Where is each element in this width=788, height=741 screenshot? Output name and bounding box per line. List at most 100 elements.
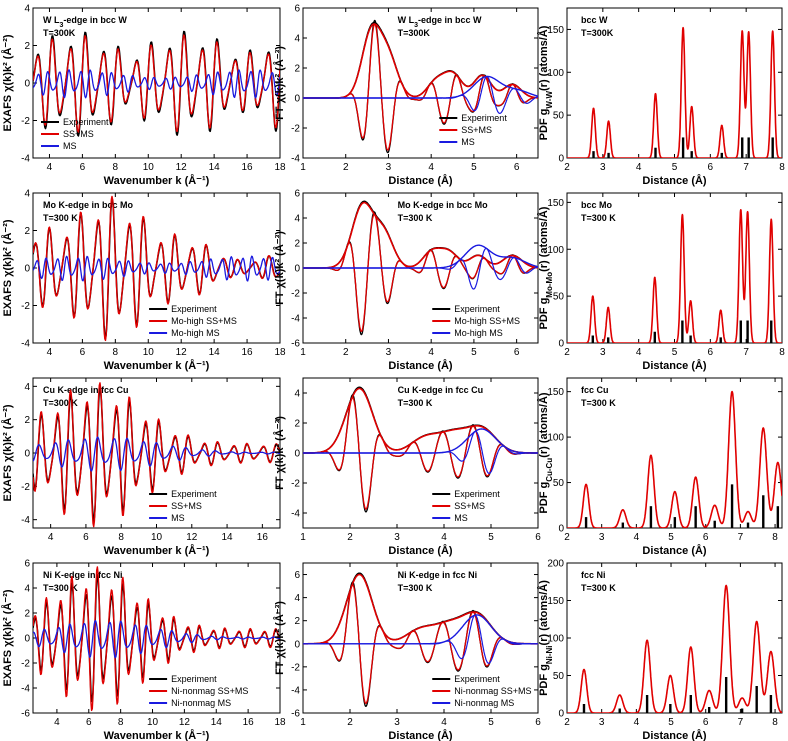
x-tick-label: 4 <box>636 162 642 173</box>
y-tick-label: 100 <box>547 634 564 645</box>
x-axis-label: Distance (Å) <box>642 174 707 187</box>
coordination-bar <box>776 506 780 528</box>
y-tick-label: -4 <box>21 684 30 695</box>
y-tick-label: -2 <box>21 482 30 493</box>
x-axis-label: Distance (Å) <box>642 544 707 557</box>
x-tick-label: 1 <box>300 162 306 173</box>
x-tick-label: 7 <box>738 717 744 728</box>
legend-label: SS+MS <box>63 129 94 139</box>
y-tick-label: 6 <box>294 189 300 200</box>
y-tick-label: -4 <box>291 509 300 520</box>
plot-area <box>567 209 782 343</box>
y-tick-label: 150 <box>547 25 564 36</box>
x-tick-label: 2 <box>347 532 353 543</box>
y-tick-label: -4 <box>21 339 30 350</box>
coordination-bar <box>654 147 657 158</box>
y-tick-label: 2 <box>294 64 300 75</box>
y-tick-label: -4 <box>291 314 300 325</box>
y-tick-label: -6 <box>291 339 300 350</box>
y-axis-label: FT χ(k)k² (Å⁻³) <box>273 416 286 490</box>
x-tick-label: 7 <box>743 162 749 173</box>
y-axis-label: PDF gNi-Ni(r) (atoms/Å) <box>537 580 554 696</box>
series-line-ss-ms-imag <box>303 23 538 151</box>
x-tick-label: 18 <box>274 347 286 358</box>
x-tick-label: 3 <box>600 347 606 358</box>
plot-area <box>567 26 782 158</box>
x-tick-label: 16 <box>243 717 255 728</box>
legend-label: Experiment <box>454 489 500 499</box>
x-tick-label: 6 <box>535 717 541 728</box>
y-tick-label: 4 <box>24 382 30 393</box>
x-tick-label: 2 <box>347 717 353 728</box>
y-tick-label: 0 <box>294 639 300 650</box>
x-tick-label: 12 <box>176 162 188 173</box>
y-tick-label: 6 <box>24 559 30 570</box>
panel-title: W L3-edge in bcc W <box>398 15 482 29</box>
x-tick-label: 4 <box>54 717 60 728</box>
series-line-ss-ms <box>33 195 280 342</box>
plot-area <box>303 386 538 513</box>
coordination-bar <box>582 704 586 713</box>
x-tick-label: 8 <box>113 162 119 173</box>
y-axis-label: FT χ(k)k² (Å⁻³) <box>273 231 286 305</box>
x-axis-label: Distance (Å) <box>642 729 707 741</box>
y-tick-label: -4 <box>21 154 30 165</box>
coordination-bar <box>694 506 697 528</box>
plot-frame <box>302 7 539 159</box>
x-tick-label: 6 <box>703 717 709 728</box>
coordination-bar <box>771 137 774 158</box>
x-tick-label: 5 <box>668 717 674 728</box>
legend-label: MS <box>461 137 475 147</box>
x-axis-label: Distance (Å) <box>388 544 453 557</box>
x-tick-label: 16 <box>257 532 269 543</box>
coordination-bar <box>653 331 656 343</box>
pdf-curve <box>567 390 782 528</box>
x-tick-label: 8 <box>113 347 119 358</box>
y-tick-label: 2 <box>294 616 300 627</box>
x-tick-label: 10 <box>151 532 163 543</box>
x-tick-label: 5 <box>471 162 477 173</box>
x-tick-label: 4 <box>634 717 640 728</box>
x-tick-label: 2 <box>564 717 570 728</box>
panel-title: Ni K-edge in fcc Ni <box>398 570 478 580</box>
coordination-bar <box>584 517 588 528</box>
legend-label: Experiment <box>171 304 217 314</box>
x-tick-label: 6 <box>83 532 89 543</box>
x-axis-label: Wavenumber k (Å⁻¹) <box>104 174 210 187</box>
x-tick-label: 2 <box>564 347 570 358</box>
panel-temperature: T=300 K <box>398 583 433 593</box>
chart-panel-p3: 2 3 4 5 6 7 8 0 50 100 150 Distance (Å) PDF gW-W(r) … <box>537 7 785 187</box>
x-tick-label: 4 <box>636 347 642 358</box>
x-tick-label: 6 <box>514 347 520 358</box>
y-axis-label: PDF gCu-Cu(r) (atoms/Å) <box>537 392 554 514</box>
panel-temperature: T=300K <box>398 28 431 38</box>
coordination-bar <box>607 337 610 343</box>
panel-temperature: T=300K <box>581 28 614 38</box>
x-tick-label: 12 <box>186 532 198 543</box>
legend-label: Mo-high MS <box>171 328 220 338</box>
coordination-bar <box>746 522 750 528</box>
series-line-ms <box>303 75 538 99</box>
x-tick-label: 16 <box>242 162 254 173</box>
x-tick-label: 3 <box>386 162 392 173</box>
y-tick-label: -6 <box>21 709 30 720</box>
x-tick-label: 8 <box>772 532 778 543</box>
x-axis-label: Distance (Å) <box>388 729 453 741</box>
x-tick-label: 7 <box>743 347 749 358</box>
coordination-bar <box>690 151 693 158</box>
legend-label: MS <box>454 513 468 523</box>
coordination-bar <box>741 137 744 158</box>
legend-label: Experiment <box>454 674 500 684</box>
series-line-ss-ms <box>33 566 280 712</box>
chart-panel-p2: 1 2 3 4 5 6 -4 -2 0 2 4 6 Distance (Å) FT χ(k)k² (Å⁻³… <box>273 4 539 187</box>
y-tick-label: 150 <box>547 596 564 607</box>
plot-area <box>303 572 538 708</box>
coordination-bar <box>740 708 744 713</box>
x-tick-label: 8 <box>779 162 785 173</box>
legend-label: Ni-nonmag MS <box>171 698 231 708</box>
x-tick-label: 10 <box>147 717 159 728</box>
coordination-bar <box>621 522 625 528</box>
panel-temperature: T=300 K <box>398 398 433 408</box>
x-tick-label: 1 <box>300 532 306 543</box>
